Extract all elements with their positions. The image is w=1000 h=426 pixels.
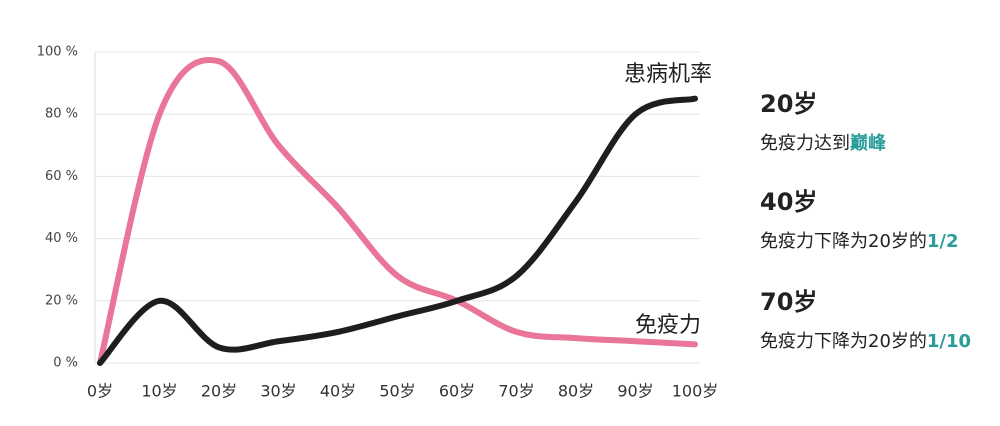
- y-tick-label: 20 %: [45, 293, 78, 308]
- x-tick-label: 40岁: [320, 382, 356, 401]
- annotation-body: 免疫力下降为20岁的: [760, 231, 927, 252]
- annotation-text: 免疫力下降为20岁的1/2: [760, 227, 959, 253]
- annotation-body: 免疫力达到: [760, 133, 850, 154]
- y-tick-label: 0 %: [53, 356, 78, 371]
- x-tick-label: 60岁: [439, 382, 475, 401]
- annotation-body: 免疫力下降为20岁的: [760, 331, 927, 352]
- annotation: 40岁 免疫力下降为20岁的1/2: [760, 182, 959, 253]
- annotation-text: 免疫力达到巅峰: [760, 129, 886, 155]
- series-label: 免疫力: [635, 313, 701, 338]
- y-tick-label: 60 %: [45, 169, 78, 184]
- x-tick-label: 90岁: [617, 382, 653, 401]
- annotation-text: 免疫力下降为20岁的1/10: [760, 327, 971, 353]
- x-tick-label: 70岁: [498, 382, 534, 401]
- annotation-highlight: 巅峰: [850, 133, 886, 154]
- x-tick-label: 100岁: [672, 382, 719, 401]
- x-tick-label: 30岁: [260, 382, 296, 401]
- x-tick-label: 50岁: [379, 382, 415, 401]
- line: [97, 95, 698, 366]
- annotation-heading: 40岁: [760, 188, 818, 216]
- y-tick-label: 100 %: [37, 45, 78, 60]
- annotation-highlight: 1/2: [926, 231, 959, 252]
- x-tick-label: 10岁: [141, 382, 177, 401]
- y-tick-label: 80 %: [45, 107, 78, 122]
- x-tick-label: 80岁: [558, 382, 594, 401]
- x-tick-label: 0岁: [87, 382, 113, 401]
- annotation-highlight: 1/10: [926, 331, 972, 352]
- chart: 0 % 20 % 40 % 60 % 80 % 100 % 0岁 10岁 20岁 30岁 40岁 50…: [37, 45, 719, 401]
- annotation: 70岁 免疫力下降为20岁的1/10: [760, 282, 971, 353]
- annotation-heading: 70岁: [760, 288, 818, 316]
- x-tick-label: 20岁: [201, 382, 237, 401]
- series-label: 患病机率: [624, 62, 712, 87]
- annotation-heading: 20岁: [760, 90, 818, 118]
- annotation: 20岁 免疫力达到巅峰: [760, 84, 886, 155]
- line: [97, 57, 698, 366]
- y-tick-label: 40 %: [45, 231, 78, 246]
